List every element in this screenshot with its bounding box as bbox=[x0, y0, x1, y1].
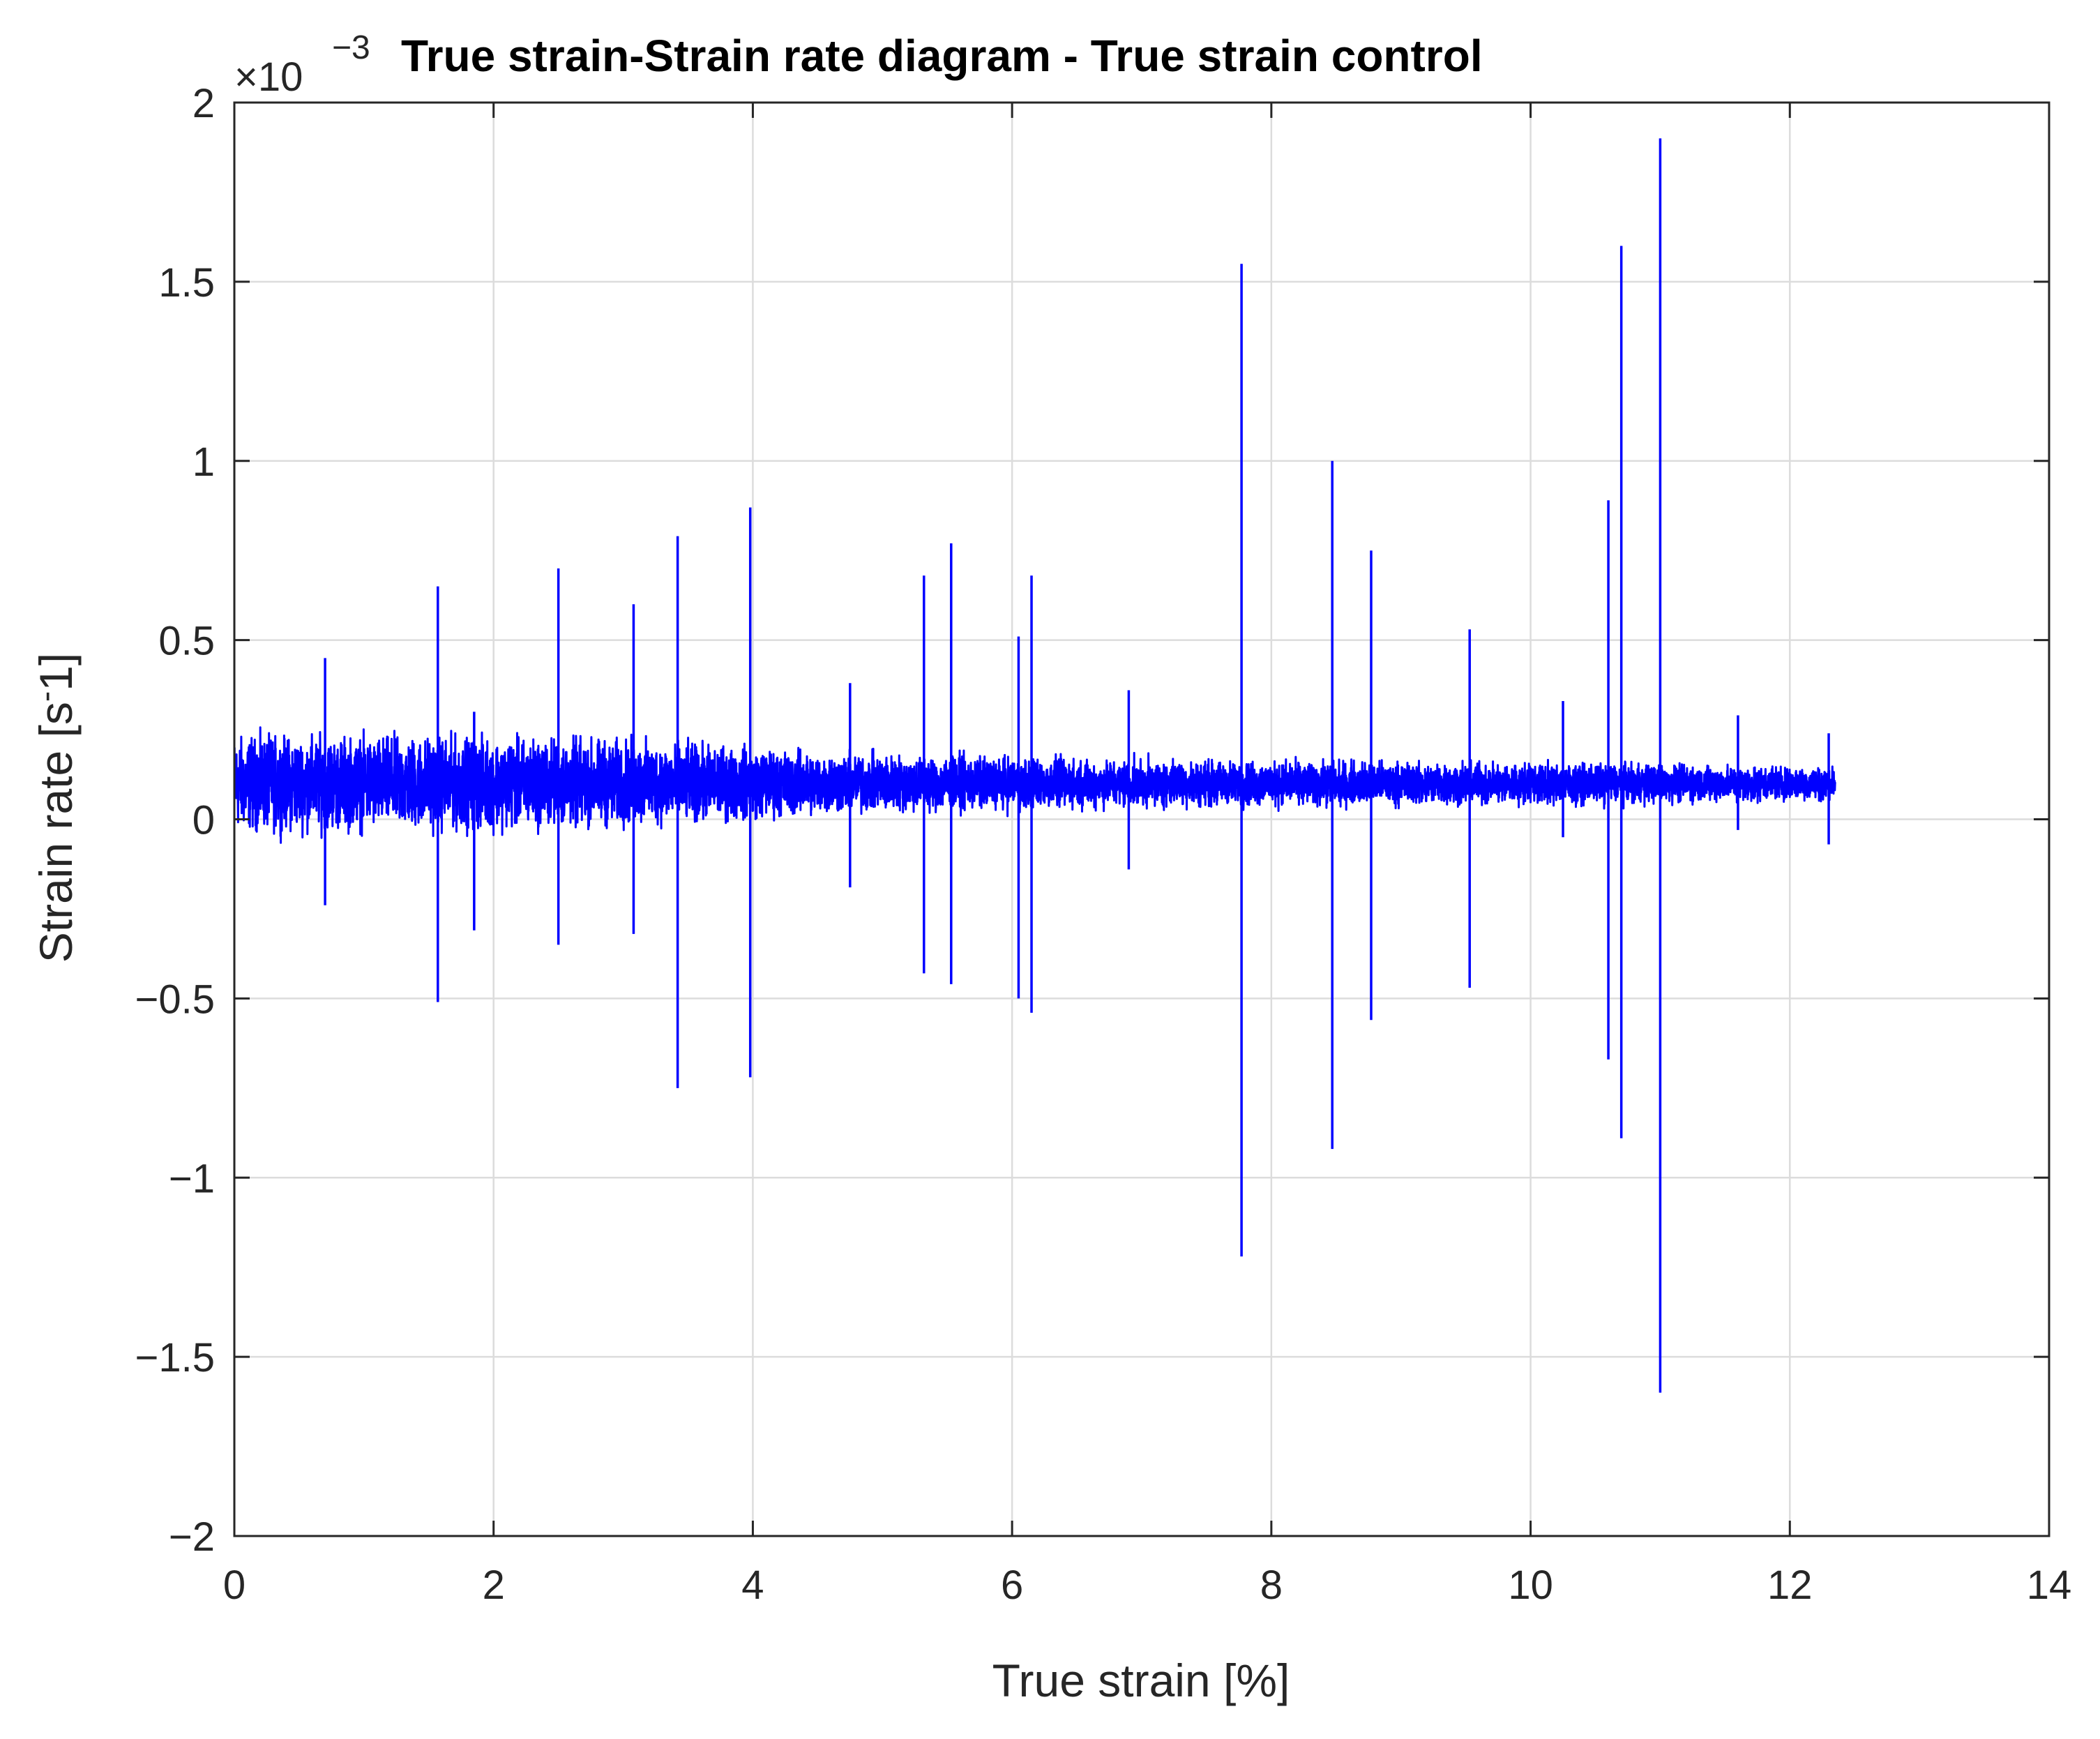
y-axis-label-text: Strain rate [s-1] bbox=[27, 653, 82, 963]
y-axis-label-sup: - bbox=[27, 691, 63, 702]
y-tick-label: −0.5 bbox=[135, 977, 216, 1022]
x-tick-label: 10 bbox=[1508, 1563, 1553, 1608]
axes-layer: 0 2 4 6 8 10 12 14 −2 −1.5 −1 −0.5 0 0.5 1 1.5 2 bbox=[135, 81, 2072, 1608]
y-tick-label: 2 bbox=[192, 81, 215, 126]
y-axis-label-end: 1] bbox=[30, 653, 82, 691]
chart-title: True strain-Strain rate diagram - True s… bbox=[401, 31, 1483, 81]
y-tick-label: −1.5 bbox=[135, 1335, 216, 1380]
y-tick-label: 0.5 bbox=[158, 619, 215, 664]
x-tick-label: 0 bbox=[223, 1563, 245, 1608]
y-tick-label: 1.5 bbox=[158, 260, 215, 306]
x-tick-label: 2 bbox=[483, 1563, 505, 1608]
x-tick-label: 14 bbox=[2027, 1563, 2072, 1608]
grid-layer bbox=[234, 103, 2049, 1536]
y-tick-label: 1 bbox=[192, 439, 215, 485]
x-tick-label: 6 bbox=[1001, 1563, 1023, 1608]
y-tick-label: −1 bbox=[169, 1156, 215, 1201]
y-axis-label: Strain rate [s-1] bbox=[27, 653, 82, 963]
y-tick-label: −2 bbox=[169, 1514, 215, 1560]
data-layer bbox=[233, 138, 1836, 1393]
x-axis-label: True strain [%] bbox=[992, 1655, 1290, 1706]
y-exponent-power: −3 bbox=[332, 29, 370, 66]
series-line bbox=[233, 726, 1836, 844]
x-tick-label: 12 bbox=[1767, 1563, 1813, 1608]
y-exponent-base: ×10 bbox=[234, 54, 303, 100]
x-tick-label: 4 bbox=[741, 1563, 764, 1608]
y-axis-label-main: Strain rate [s bbox=[30, 702, 82, 963]
x-tick-label: 8 bbox=[1260, 1563, 1283, 1608]
y-tick-label: 0 bbox=[192, 798, 215, 843]
